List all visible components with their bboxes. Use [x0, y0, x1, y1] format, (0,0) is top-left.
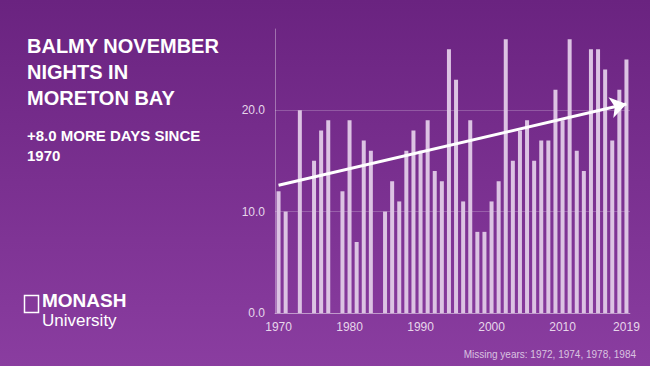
svg-text:1990: 1990 [407, 320, 434, 334]
svg-text:1970: 1970 [27, 147, 60, 164]
svg-text:NIGHTS IN: NIGHTS IN [27, 61, 128, 83]
svg-text:20.0: 20.0 [242, 103, 266, 117]
svg-text:BALMY NOVEMBER: BALMY NOVEMBER [27, 35, 219, 57]
svg-text:1980: 1980 [336, 320, 363, 334]
svg-text:2010: 2010 [549, 320, 576, 334]
svg-text:0.0: 0.0 [248, 306, 265, 320]
svg-text:MORETON BAY: MORETON BAY [27, 87, 175, 109]
svg-text:2019: 2019 [613, 320, 640, 334]
svg-text:+8.0 MORE DAYS SINCE: +8.0 MORE DAYS SINCE [27, 127, 200, 144]
svg-text:Missing years: 1972, 1974, 197: Missing years: 1972, 1974, 1978, 1984 [464, 349, 637, 360]
svg-text:University: University [42, 311, 117, 330]
svg-text:MONASH: MONASH [42, 290, 126, 311]
svg-text:2000: 2000 [478, 320, 505, 334]
svg-text:10.0: 10.0 [242, 205, 266, 219]
svg-text:1970: 1970 [265, 320, 292, 334]
